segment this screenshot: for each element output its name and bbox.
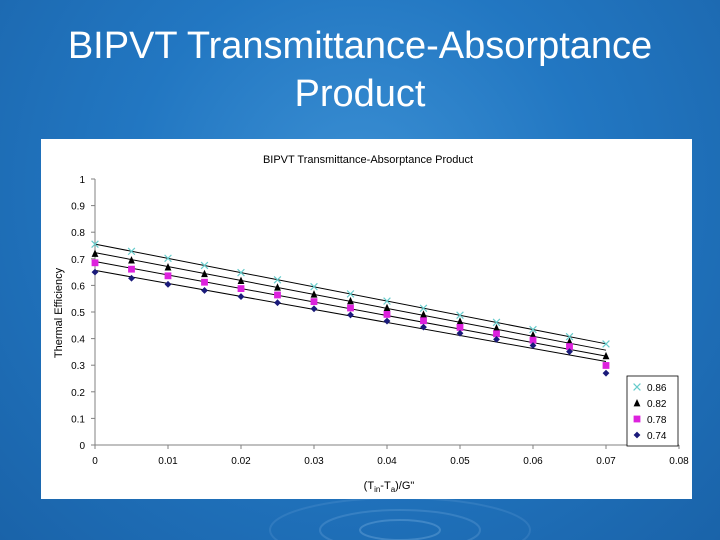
data-point-series-0.74 bbox=[383, 317, 391, 325]
y-tick-label: 0.6 bbox=[71, 281, 85, 292]
thermal-efficiency-chart: BIPVT Transmittance-Absorptance Product … bbox=[53, 154, 689, 494]
legend-marker-0.78 bbox=[633, 415, 641, 423]
data-point-series-0.82 bbox=[91, 249, 99, 257]
data-point-series-0.86 bbox=[383, 297, 391, 305]
data-point-series-0.78 bbox=[347, 304, 354, 312]
x-axis-label: (Tin-Ta)/G" bbox=[364, 480, 415, 494]
data-point-series-0.86 bbox=[419, 304, 428, 313]
data-point-series-0.74 bbox=[602, 369, 610, 377]
data-point-series-0.78 bbox=[493, 330, 500, 338]
y-tick-label: 0.5 bbox=[71, 308, 85, 319]
data-point-series-0.86 bbox=[127, 247, 136, 256]
y-tick-label: 0 bbox=[79, 441, 85, 452]
data-point-series-0.78 bbox=[566, 343, 573, 350]
legend-label: 0.78 bbox=[647, 415, 667, 426]
slide-title: BIPVT Transmittance-Absorptance Product bbox=[0, 22, 720, 118]
x-tick-label: 0.07 bbox=[596, 456, 616, 467]
data-point-series-0.74 bbox=[274, 299, 281, 307]
data-point-series-0.86 bbox=[565, 332, 574, 341]
data-point-series-0.86 bbox=[492, 318, 501, 327]
data-point-series-0.86 bbox=[529, 325, 537, 334]
data-points bbox=[91, 240, 610, 377]
data-point-series-0.78 bbox=[420, 317, 427, 325]
data-point-series-0.74 bbox=[91, 268, 99, 276]
data-point-series-0.74 bbox=[164, 280, 172, 288]
data-point-series-0.86 bbox=[200, 261, 209, 270]
y-tick-label: 0.7 bbox=[71, 255, 85, 266]
data-point-series-0.82 bbox=[602, 351, 610, 360]
data-point-series-0.78 bbox=[529, 336, 537, 344]
axes: 0 0.1 0.2 0.3 0.4 0.5 0.6 0.7 0.8 0.9 1 0 0.01 0.02 0.… bbox=[71, 175, 689, 467]
slide-title-line-1: BIPVT Transmittance-Absorptance bbox=[67, 25, 653, 67]
data-point-series-0.78 bbox=[128, 265, 135, 273]
data-point-series-0.74 bbox=[237, 293, 245, 300]
data-point-series-0.82 bbox=[237, 276, 245, 285]
data-point-series-0.74 bbox=[529, 342, 537, 349]
y-tick-label: 0.4 bbox=[71, 335, 85, 346]
y-tick-label: 0.9 bbox=[71, 202, 85, 213]
data-point-series-0.86 bbox=[164, 254, 172, 263]
x-tick-label: 0.03 bbox=[304, 456, 324, 467]
data-point-series-0.82 bbox=[420, 310, 427, 318]
data-point-series-0.74 bbox=[493, 335, 500, 343]
data-point-series-0.74 bbox=[456, 329, 464, 337]
data-point-series-0.74 bbox=[566, 348, 573, 356]
data-point-series-0.74 bbox=[420, 323, 427, 331]
chart-title: BIPVT Transmittance-Absorptance Product bbox=[263, 154, 473, 166]
data-point-series-0.86 bbox=[456, 311, 464, 320]
legend-label: 0.74 bbox=[647, 431, 667, 442]
y-tick-label: 0.8 bbox=[71, 228, 85, 239]
x-tick-label: 0.08 bbox=[669, 456, 689, 467]
data-point-series-0.78 bbox=[237, 285, 245, 292]
data-point-series-0.78 bbox=[456, 324, 464, 331]
data-point-series-0.74 bbox=[128, 274, 135, 282]
x-tick-label: 0.01 bbox=[158, 456, 178, 467]
data-point-series-0.86 bbox=[91, 240, 99, 248]
data-point-series-0.78 bbox=[383, 310, 391, 318]
y-tick-label: 0.1 bbox=[71, 414, 85, 425]
data-point-series-0.86 bbox=[310, 282, 318, 291]
legend-marker-0.86 bbox=[633, 383, 641, 391]
data-point-series-0.82 bbox=[201, 269, 208, 278]
data-point-series-0.82 bbox=[274, 283, 281, 291]
x-tick-label: 0.04 bbox=[377, 456, 397, 467]
x-tick-label: 0.02 bbox=[231, 456, 251, 467]
x-tick-label: 0.06 bbox=[523, 456, 543, 467]
chart-panel: BIPVT Transmittance-Absorptance Product … bbox=[41, 139, 692, 499]
legend-marker-0.74 bbox=[633, 431, 641, 439]
legend-label: 0.86 bbox=[647, 383, 667, 394]
legend-label: 0.82 bbox=[647, 399, 667, 410]
data-point-series-0.82 bbox=[128, 256, 135, 264]
data-point-series-0.78 bbox=[274, 291, 281, 299]
data-point-series-0.74 bbox=[347, 311, 354, 319]
y-axis-label: Thermal Efficiency bbox=[53, 267, 65, 358]
x-tick-label: 0.05 bbox=[450, 456, 470, 467]
data-point-series-0.82 bbox=[456, 317, 464, 325]
x-tick-label: 0 bbox=[92, 456, 98, 467]
data-point-series-0.82 bbox=[566, 337, 573, 345]
data-point-series-0.86 bbox=[346, 290, 355, 298]
data-point-series-0.82 bbox=[164, 263, 172, 271]
data-point-series-0.82 bbox=[383, 303, 391, 312]
data-point-series-0.86 bbox=[237, 268, 245, 277]
data-point-series-0.82 bbox=[493, 323, 500, 332]
data-point-series-0.82 bbox=[310, 290, 318, 298]
data-point-series-0.82 bbox=[347, 296, 354, 305]
y-tick-label: 0.2 bbox=[71, 388, 85, 399]
data-point-series-0.78 bbox=[602, 362, 610, 369]
data-point-series-0.78 bbox=[310, 298, 318, 306]
data-point-series-0.78 bbox=[201, 278, 208, 286]
data-point-series-0.86 bbox=[273, 275, 282, 284]
legend: 0.86 0.82 0.78 0.74 bbox=[626, 375, 679, 447]
y-tick-label: 0.3 bbox=[71, 361, 85, 372]
data-point-series-0.78 bbox=[91, 259, 99, 267]
data-point-series-0.86 bbox=[602, 340, 610, 348]
y-tick-label: 1 bbox=[79, 175, 85, 186]
data-point-series-0.74 bbox=[310, 305, 318, 313]
slide-title-line-2: Product bbox=[294, 73, 426, 115]
data-point-series-0.82 bbox=[529, 330, 537, 339]
data-point-series-0.78 bbox=[164, 272, 172, 280]
legend-marker-0.82 bbox=[633, 399, 641, 407]
data-point-series-0.74 bbox=[201, 287, 208, 294]
